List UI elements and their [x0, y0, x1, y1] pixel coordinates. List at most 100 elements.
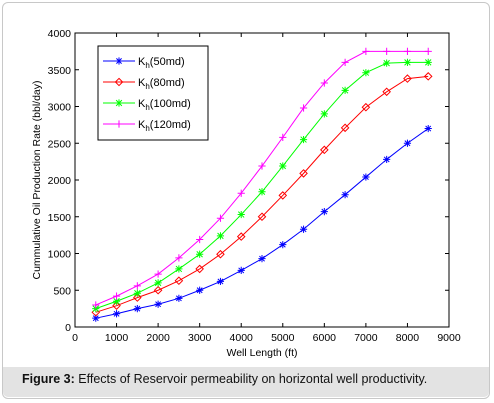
x-tick-label: 1000	[105, 332, 129, 344]
data-point	[279, 162, 287, 170]
data-point	[237, 189, 245, 197]
x-tick-label: 9000	[437, 332, 461, 344]
series-layer	[91, 47, 433, 322]
x-tick-label: 4000	[230, 332, 254, 344]
data-point	[320, 110, 328, 118]
legend-label: Kh(80md)	[138, 77, 185, 91]
y-tick-label: 2000	[48, 175, 72, 187]
data-point	[299, 135, 308, 144]
caption-band	[3, 367, 489, 397]
data-point	[112, 292, 121, 300]
series-1	[91, 72, 433, 317]
data-point	[362, 69, 370, 77]
y-tick-label: 3000	[48, 102, 72, 114]
data-point	[279, 241, 287, 249]
legend: Kh(50md) Kh(80md) Kh(100md) Kh(120md)	[97, 45, 209, 141]
y-axis-label: Cummulative Oil Production Rate (bbl/day…	[31, 81, 43, 280]
data-point	[361, 102, 371, 112]
legend-marker	[115, 57, 123, 65]
caption-text: Effects of Reservoir permeability on hor…	[74, 372, 428, 386]
legend-marker	[115, 120, 123, 128]
data-point	[424, 124, 432, 133]
figure-caption: Figure 3: Effects of Reservoir permeabil…	[22, 372, 427, 386]
legend-entry: Kh(120md)	[103, 119, 191, 133]
x-tick-label: 7000	[354, 332, 378, 344]
data-point	[92, 314, 100, 322]
data-point	[92, 301, 100, 309]
data-point	[153, 285, 163, 295]
data-point	[403, 139, 412, 147]
data-point	[341, 191, 349, 199]
x-axis: 0 1000 2000 3000 4000 5000 6000 7000 8000 9000	[72, 33, 461, 344]
line-chart: 0 1000 2000 3000 4000 5000 6000 7000 8000 9000 0 5…	[31, 28, 461, 359]
data-point	[236, 232, 246, 241]
data-point	[133, 305, 141, 313]
data-point	[216, 232, 225, 240]
data-point	[112, 301, 121, 310]
data-point	[258, 162, 266, 170]
series-3	[92, 47, 432, 309]
series-0	[92, 124, 432, 322]
data-point	[258, 188, 266, 196]
data-point	[196, 250, 204, 258]
data-point	[362, 47, 370, 55]
legend-entry: Kh(100md)	[103, 98, 191, 112]
data-point	[383, 59, 391, 67]
data-point	[133, 293, 142, 302]
data-point	[258, 255, 266, 263]
plot-frame	[74, 32, 450, 328]
data-point	[362, 173, 370, 181]
data-point	[216, 277, 225, 286]
data-point	[196, 235, 204, 244]
data-point	[320, 208, 328, 216]
series-line	[95, 75, 429, 313]
legend-entry: Kh(80md)	[103, 77, 185, 91]
data-point	[382, 87, 391, 97]
y-tick-label: 0	[65, 322, 71, 334]
data-point	[174, 276, 184, 286]
data-point	[341, 58, 349, 66]
data-point	[403, 47, 412, 55]
data-point	[403, 58, 412, 66]
data-point	[423, 72, 433, 81]
y-tick-label: 1000	[48, 249, 72, 261]
y-axis: 0 500 1000 1500 2000 2500 3000 3500 4000	[48, 28, 449, 334]
data-point	[112, 297, 121, 305]
data-point	[237, 210, 245, 219]
legend-label: Kh(120md)	[138, 119, 191, 133]
data-point	[299, 225, 308, 233]
data-point	[424, 47, 432, 55]
y-tick-label: 2500	[48, 138, 72, 150]
x-tick-label: 8000	[396, 332, 420, 344]
data-point	[341, 86, 349, 94]
data-point	[175, 254, 183, 262]
caption-lead: Figure 3:	[22, 372, 75, 386]
data-point	[299, 104, 308, 112]
data-point	[383, 47, 391, 55]
data-point	[299, 169, 308, 178]
legend-label: Kh(50md)	[138, 56, 185, 70]
data-point	[133, 289, 141, 297]
data-point	[195, 264, 204, 274]
data-point	[216, 214, 225, 222]
y-tick-label: 1500	[48, 212, 72, 224]
data-point	[424, 58, 432, 66]
data-point	[154, 270, 162, 278]
x-axis-label: Well Length (ft)	[226, 347, 297, 359]
data-point	[196, 286, 204, 294]
data-point	[133, 282, 141, 290]
data-point	[216, 249, 225, 259]
data-point	[154, 300, 162, 308]
series-2	[92, 58, 432, 313]
data-point	[175, 294, 183, 302]
data-point	[320, 79, 328, 87]
legend-entry: Kh(50md)	[103, 56, 185, 70]
data-point	[154, 279, 162, 287]
data-point	[320, 145, 329, 155]
x-tick-label: 5000	[271, 332, 295, 344]
data-point	[278, 191, 288, 200]
legend-marker	[115, 99, 123, 107]
data-point	[257, 212, 267, 222]
y-tick-label: 4000	[48, 28, 72, 40]
y-tick-label: 3500	[48, 65, 72, 77]
